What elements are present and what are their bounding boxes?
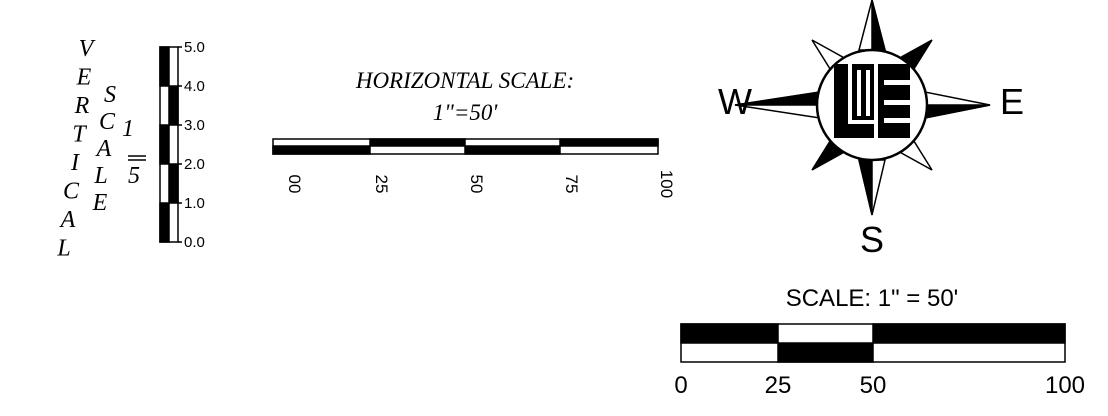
vertical-tick-label: 3.0 <box>184 117 205 134</box>
vertical-letter: V <box>79 36 96 62</box>
scale-tick-label: 25 <box>765 372 792 399</box>
scale-tick-label: 0 <box>674 372 687 399</box>
vertical-letter: T <box>72 122 87 148</box>
ratio-bottom: 5 <box>128 163 140 189</box>
compass-rose <box>734 0 991 216</box>
horizontal-tick-label: 75 <box>562 175 581 194</box>
scale-bar <box>680 323 1066 363</box>
horizontal-title: HORIZONTAL SCALE: <box>355 68 574 93</box>
horizontal-tick-label: 25 <box>372 175 391 194</box>
horizontal-tick-label: 50 <box>467 175 486 194</box>
scale-title: SCALE: 1" = 50' <box>786 285 959 312</box>
south-label: S <box>860 219 884 260</box>
east-label: E <box>1000 81 1024 122</box>
vertical-letter: R <box>74 93 90 119</box>
vertical-tick-label: 1.0 <box>184 195 205 212</box>
vertical-tick-label: 4.0 <box>184 78 205 95</box>
scale-letter: L <box>93 163 107 189</box>
vertical-bar <box>159 46 179 243</box>
ratio-top: 1 <box>122 116 134 142</box>
scale-letter: S <box>104 82 116 108</box>
scale-letter: E <box>92 190 108 216</box>
scale-letter: A <box>95 136 112 162</box>
horizontal-tick-label: 00 <box>285 175 304 194</box>
fraction-line <box>128 155 146 161</box>
vertical-letter: I <box>70 150 80 176</box>
scale-letter: C <box>99 109 116 135</box>
vertical-letter: E <box>76 65 92 91</box>
horizontal-bar <box>272 138 659 155</box>
scale-tick-label: 100 <box>1045 372 1085 399</box>
vertical-letter: A <box>59 207 76 233</box>
horizontal-tick-label: 100 <box>657 170 676 198</box>
vertical-letter: C <box>63 179 80 205</box>
logo <box>834 64 910 138</box>
vertical-tick-label: 2.0 <box>184 156 205 173</box>
vertical-tick-label: 0.0 <box>184 234 205 251</box>
vertical-letter: L <box>56 236 70 262</box>
scale-tick-label: 50 <box>860 372 887 399</box>
vertical-tick-label: 5.0 <box>184 39 205 56</box>
west-label: W <box>718 81 752 122</box>
horizontal-ratio: 1"=50' <box>433 100 499 125</box>
